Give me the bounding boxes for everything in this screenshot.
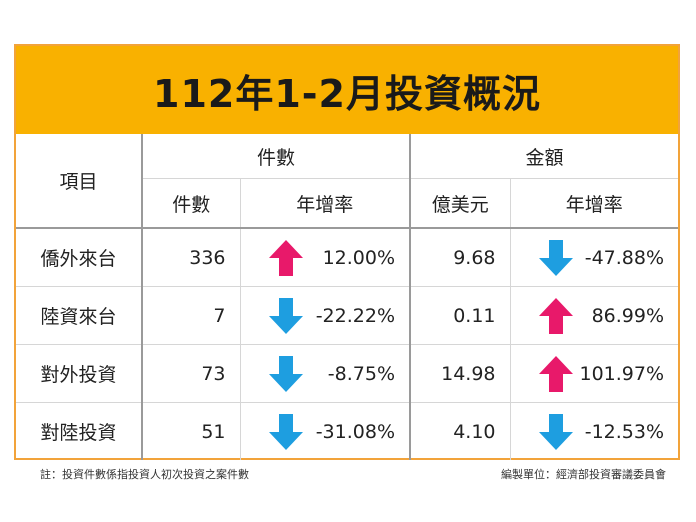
amount-value: 4.10 xyxy=(410,402,511,460)
growth-rate-value: 86.99% xyxy=(591,304,665,327)
count-growth-cell: -8.75% xyxy=(240,344,412,403)
arrow-up-icon xyxy=(537,354,575,394)
table-row: 對陸投資 51 -31.08% 4.10 -12.53% xyxy=(16,402,678,461)
growth-rate-value: -47.88% xyxy=(584,246,665,269)
arrow-down-icon xyxy=(537,412,575,452)
amount-value: 14.98 xyxy=(410,344,511,403)
header-count-growth: 年增率 xyxy=(240,178,412,229)
amount-growth-cell: -12.53% xyxy=(510,403,678,461)
count-value: 336 xyxy=(142,228,241,287)
arrow-down-icon xyxy=(267,354,305,394)
row-label: 對陸投資 xyxy=(16,402,143,460)
table-row: 對外投資 73 -8.75% 14.98 101.97% xyxy=(16,344,679,403)
growth-rate-value: -31.08% xyxy=(315,420,396,443)
count-growth-cell: -31.08% xyxy=(240,402,412,460)
header-amount: 億美元 xyxy=(410,178,511,229)
source-note: 編製單位：經濟部投資審議委員會 xyxy=(501,468,666,481)
arrow-up-icon xyxy=(267,238,305,278)
header-count-group: 件數 xyxy=(142,134,412,179)
page-title: 112年1-2月投資概況 xyxy=(153,71,541,116)
growth-rate-value: -8.75% xyxy=(327,362,396,385)
arrow-down-icon xyxy=(267,296,305,336)
arrow-up-icon xyxy=(537,296,575,336)
footnote: 註：投資件數係指投資人初次投資之案件數 xyxy=(40,468,249,481)
growth-rate-value: 101.97% xyxy=(579,362,665,385)
header-amount-group: 金額 xyxy=(410,134,679,179)
count-value: 51 xyxy=(142,402,241,460)
title-bar: 112年1-2月投資概況 xyxy=(16,46,678,134)
count-growth-cell: 12.00% xyxy=(240,228,412,287)
amount-growth-cell: 101.97% xyxy=(510,344,679,403)
table-row: 陸資來台 7 -22.22% 0.11 86.99% xyxy=(16,286,679,345)
growth-rate-value: -12.53% xyxy=(584,420,665,443)
count-value: 7 xyxy=(142,286,241,345)
amount-growth-cell: 86.99% xyxy=(510,286,679,345)
row-label: 陸資來台 xyxy=(16,286,143,345)
arrow-down-icon xyxy=(267,412,305,452)
amount-value: 0.11 xyxy=(410,286,511,345)
row-label: 對外投資 xyxy=(16,344,143,403)
arrow-down-icon xyxy=(537,238,575,278)
amount-value: 9.68 xyxy=(410,228,511,287)
growth-rate-value: 12.00% xyxy=(322,246,396,269)
count-value: 73 xyxy=(142,344,241,403)
amount-growth-cell: -47.88% xyxy=(510,228,679,287)
count-growth-cell: -22.22% xyxy=(240,286,412,345)
growth-rate-value: -22.22% xyxy=(315,304,396,327)
investment-summary-card: 112年1-2月投資概況 項目 件數 金額 件數 年增率 億美元 年增率 僑外來… xyxy=(14,44,680,460)
header-amount-growth: 年增率 xyxy=(510,178,679,229)
header-item: 項目 xyxy=(16,134,143,229)
row-label: 僑外來台 xyxy=(16,228,143,287)
header-count: 件數 xyxy=(142,178,241,229)
investment-table: 項目 件數 金額 件數 年增率 億美元 年增率 僑外來台 336 12.00% 9.6… xyxy=(16,134,679,461)
table-row: 僑外來台 336 12.00% 9.68 -47.88% xyxy=(16,228,679,287)
